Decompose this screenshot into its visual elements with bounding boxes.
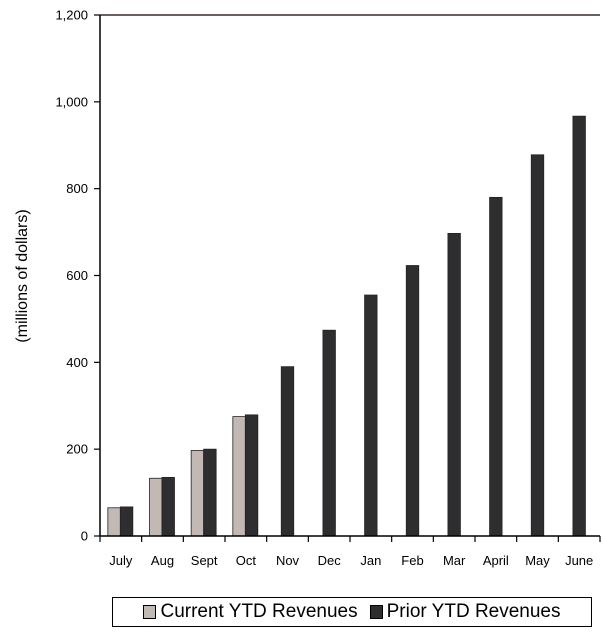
x-tick-label-sept: Sept (191, 553, 218, 568)
bar-prior-jan (364, 294, 378, 537)
bar-prior-april (489, 196, 503, 537)
bar-prior-sept (203, 448, 217, 537)
x-axis-ticks (99, 536, 601, 542)
x-tick-label-jan: Jan (360, 553, 381, 568)
bar-prior-feb (405, 265, 420, 537)
y-axis-ticks (94, 14, 100, 537)
y-axis-tick-labels: 0 200 400 600 800 1,000 1,200 (55, 8, 88, 544)
bar-current-sept (190, 450, 205, 537)
bar-chart: 0 200 400 600 800 1,000 1,200 July Aug Sept Oct No… (14, 8, 601, 568)
bar-prior-may (530, 154, 545, 537)
legend-entry-prior: Prior YTD Revenues (369, 601, 561, 623)
bar-prior-dec (322, 329, 336, 537)
bar-prior-june (572, 115, 586, 537)
legend-label-prior: Prior YTD Revenues (386, 601, 561, 622)
bars (107, 115, 586, 537)
x-tick-label-april: April (483, 553, 509, 568)
legend-label-current: Current YTD Revenues (160, 601, 358, 622)
y-tick-label-1: 200 (66, 442, 88, 457)
x-tick-label-june: June (565, 553, 593, 568)
y-tick-label-4: 800 (66, 181, 88, 196)
y-tick-label-5: 1,000 (55, 94, 88, 109)
y-tick-label-3: 600 (66, 268, 88, 283)
x-tick-label-mar: Mar (443, 553, 466, 568)
bar-prior-nov (280, 366, 295, 537)
bar-prior-aug (161, 476, 175, 537)
x-tick-label-feb: Feb (401, 553, 423, 568)
x-tick-label-may: May (525, 553, 550, 568)
x-tick-label-aug: Aug (151, 553, 174, 568)
legend-swatch-current (143, 605, 157, 619)
x-tick-label-july: July (109, 553, 133, 568)
y-axis-label: (millions of dollars) (14, 209, 31, 342)
x-tick-label-oct: Oct (236, 553, 257, 568)
legend-swatch-prior (369, 605, 383, 619)
x-tick-label-nov: Nov (276, 553, 300, 568)
bar-current-oct (232, 416, 246, 537)
y-tick-label-2: 400 (66, 355, 88, 370)
bar-prior-mar (447, 232, 461, 537)
bar-current-july (107, 507, 121, 537)
bar-prior-july (119, 506, 134, 537)
bar-prior-oct (244, 414, 259, 537)
y-tick-label-0: 0 (81, 529, 88, 544)
x-tick-label-dec: Dec (318, 553, 342, 568)
legend-entry-current: Current YTD Revenues (143, 601, 358, 623)
x-axis-tick-labels: July Aug Sept Oct Nov Dec Jan Feb Mar April May Jun… (109, 553, 593, 568)
bar-current-aug (149, 477, 163, 537)
y-tick-label-6: 1,200 (55, 8, 88, 23)
legend: Current YTD Revenues Prior YTD Revenues (112, 597, 592, 627)
